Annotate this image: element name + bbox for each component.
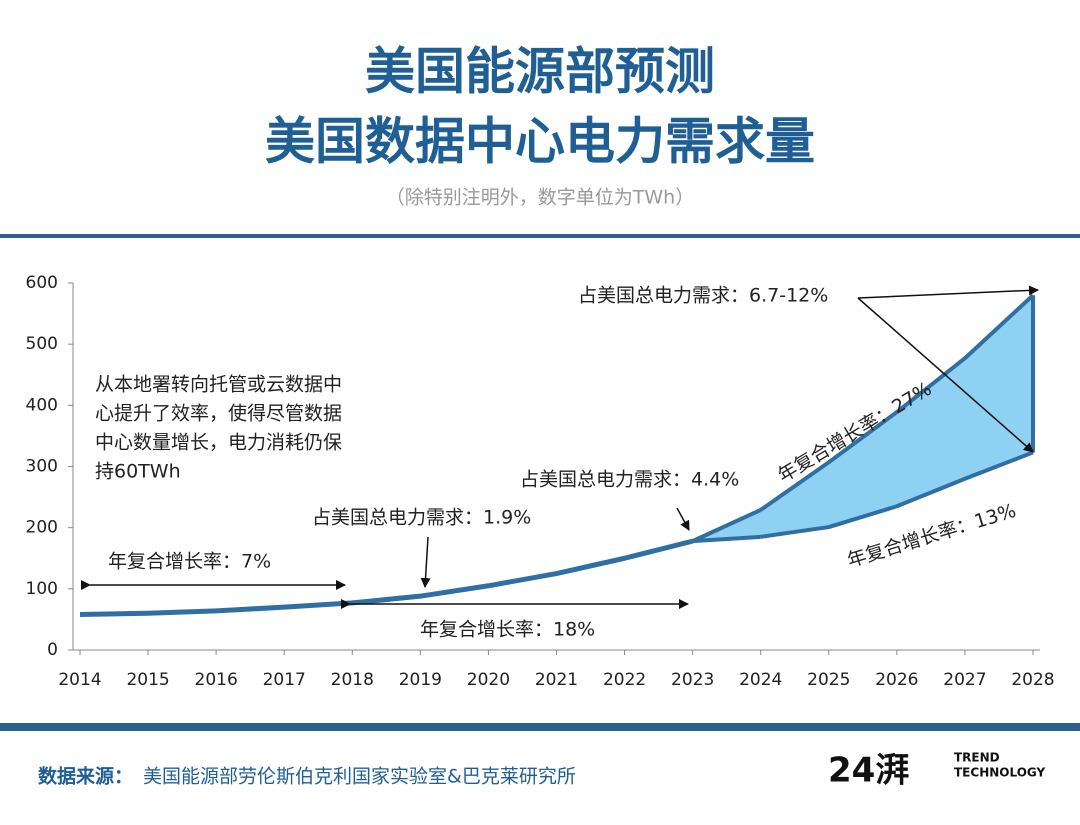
footer-bar [0, 723, 1080, 731]
y-tick-label: 100 [26, 579, 58, 599]
connector [691, 508, 762, 543]
y-tick-label: 400 [26, 395, 58, 415]
divider [0, 234, 1080, 238]
logo-text: TECHNOLOGY [954, 766, 1045, 780]
annotation: 占美国总电力需求：1.9% [312, 507, 531, 529]
note: 持60TWh [95, 461, 181, 483]
y-tick-label: 200 [26, 518, 58, 538]
y-tick-label: 500 [26, 334, 58, 354]
series-line [760, 450, 1034, 539]
note: 从本地署转向托管或云数据中 [95, 374, 342, 396]
arrow [420, 536, 431, 588]
y-tick-label: 600 [26, 273, 58, 293]
x-tick-label: 2018 [331, 670, 374, 690]
projection-band [692, 295, 1033, 542]
arrow [676, 507, 690, 531]
x-tick-label: 2014 [58, 670, 101, 690]
logo-text: TREND [954, 751, 1000, 765]
source: 美国能源部劳伦斯伯克利国家实验室&巴克莱研究所 [143, 766, 576, 788]
x-tick-label: 2015 [126, 670, 169, 690]
annotation: 占美国总电力需求：6.7-12% [578, 285, 828, 307]
arrow [857, 285, 1039, 299]
note: 中心数量增长，电力消耗仍保 [95, 432, 342, 454]
subtitle: （除特别注明外，数字单位为TWh） [386, 187, 694, 209]
title-line: 美国能源部预测 [365, 43, 715, 101]
y-tick-label: 300 [26, 457, 58, 477]
x-tick-label: 2028 [1011, 670, 1054, 690]
arrow [857, 297, 1034, 453]
logo-mark: 24湃 [828, 751, 909, 791]
annotation: 年复合增长率：18% [420, 619, 595, 641]
x-tick-label: 2016 [195, 670, 238, 690]
x-tick-label: 2017 [263, 670, 306, 690]
x-tick-label: 2022 [603, 670, 646, 690]
x-tick-label: 2020 [467, 670, 510, 690]
x-tick-label: 2023 [671, 670, 714, 690]
annotation: 占美国总电力需求：4.4% [520, 469, 739, 491]
series-line [759, 293, 1035, 512]
note: 心提升了效率，使得尽管数据 [95, 403, 342, 425]
source-label: 数据来源： [38, 765, 133, 788]
x-tick-label: 2024 [739, 670, 782, 690]
x-tick-label: 2021 [535, 670, 578, 690]
x-tick-label: 2025 [807, 670, 850, 690]
x-tick-label: 2019 [399, 670, 442, 690]
y-tick-label: 0 [47, 640, 58, 660]
connector [692, 534, 761, 544]
annotation: 年复合增长率：7% [108, 551, 271, 573]
x-tick-label: 2027 [943, 670, 986, 690]
title-line: 美国数据中心电力需求量 [265, 113, 815, 171]
x-tick-label: 2026 [875, 670, 918, 690]
